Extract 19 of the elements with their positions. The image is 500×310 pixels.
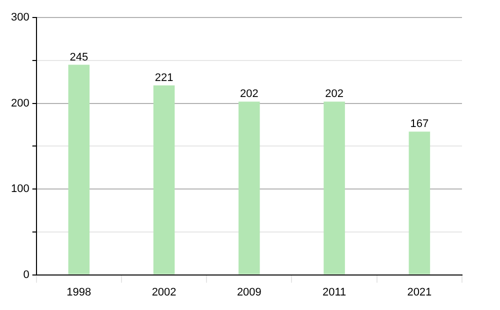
bar [153,85,175,274]
y-tick-label: 200 [10,97,30,110]
x-tick-label: 2021 [407,286,432,298]
y-tick-label: 0 [23,268,30,281]
y-tick-label: 300 [10,12,30,24]
x-tick-label: 2011 [322,286,346,298]
data-label: 167 [410,118,429,130]
bar [324,102,345,274]
data-label: 202 [325,88,344,100]
x-tick-label: 2009 [236,286,262,298]
data-label: 245 [70,51,88,64]
x-tick-label: 2002 [152,286,176,298]
data-label: 221 [154,72,174,84]
bar [68,64,90,274]
x-tick-label: 1998 [66,286,92,298]
bar [408,132,430,274]
data-label: 202 [240,88,258,100]
y-tick-label: 100 [10,183,30,196]
bar [238,102,260,274]
